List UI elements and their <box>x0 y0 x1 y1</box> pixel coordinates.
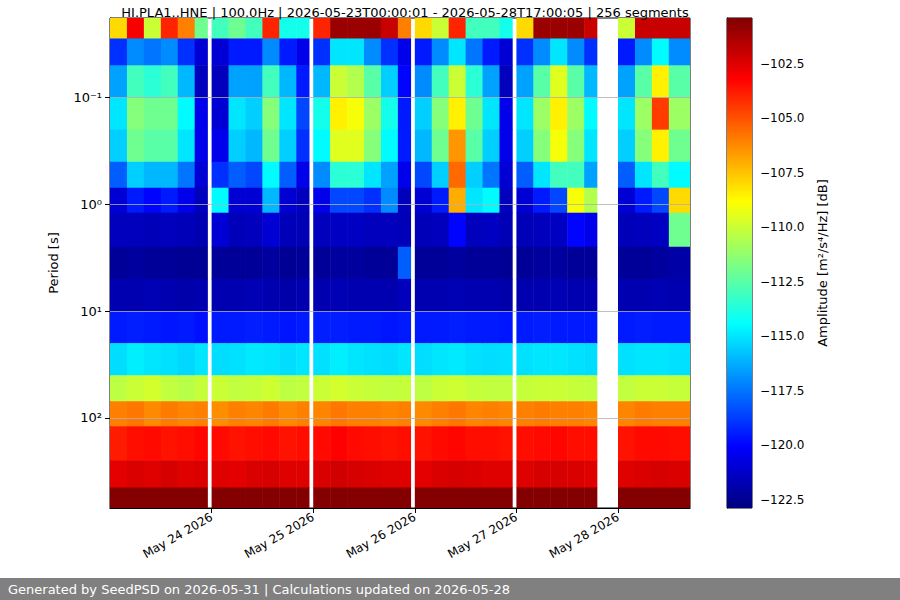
svg-text:10⁻¹: 10⁻¹ <box>73 90 102 105</box>
svg-text:−110.0: −110.0 <box>760 220 804 234</box>
svg-text:−112.5: −112.5 <box>760 275 804 289</box>
svg-text:−107.5: −107.5 <box>760 166 804 180</box>
svg-text:−105.0: −105.0 <box>760 111 804 125</box>
svg-text:Period [s]: Period [s] <box>46 232 61 294</box>
svg-text:10⁰: 10⁰ <box>80 197 102 212</box>
svg-text:Amplitude [m²/s⁴/Hz] [dB]: Amplitude [m²/s⁴/Hz] [dB] <box>815 179 830 347</box>
svg-text:10¹: 10¹ <box>80 304 102 319</box>
svg-text:May 26 2026: May 26 2026 <box>344 510 419 561</box>
svg-text:−120.0: −120.0 <box>760 438 804 452</box>
svg-text:−102.5: −102.5 <box>760 57 804 71</box>
svg-text:May 27 2026: May 27 2026 <box>445 510 520 561</box>
svg-text:−122.5: −122.5 <box>760 493 804 507</box>
svg-text:10²: 10² <box>80 410 102 425</box>
svg-text:−117.5: −117.5 <box>760 384 804 398</box>
svg-text:−115.0: −115.0 <box>760 329 804 343</box>
svg-text:Generated by SeedPSD on 2026-0: Generated by SeedPSD on 2026-05-31 | Cal… <box>8 582 510 597</box>
svg-text:HI.PLA1..HNE | 100.0Hz | 2026-: HI.PLA1..HNE | 100.0Hz | 2026-05-23T00:0… <box>121 5 689 20</box>
svg-text:May 24 2026: May 24 2026 <box>140 510 215 561</box>
svg-text:May 28 2026: May 28 2026 <box>547 510 622 561</box>
svg-text:May 25 2026: May 25 2026 <box>242 510 317 561</box>
